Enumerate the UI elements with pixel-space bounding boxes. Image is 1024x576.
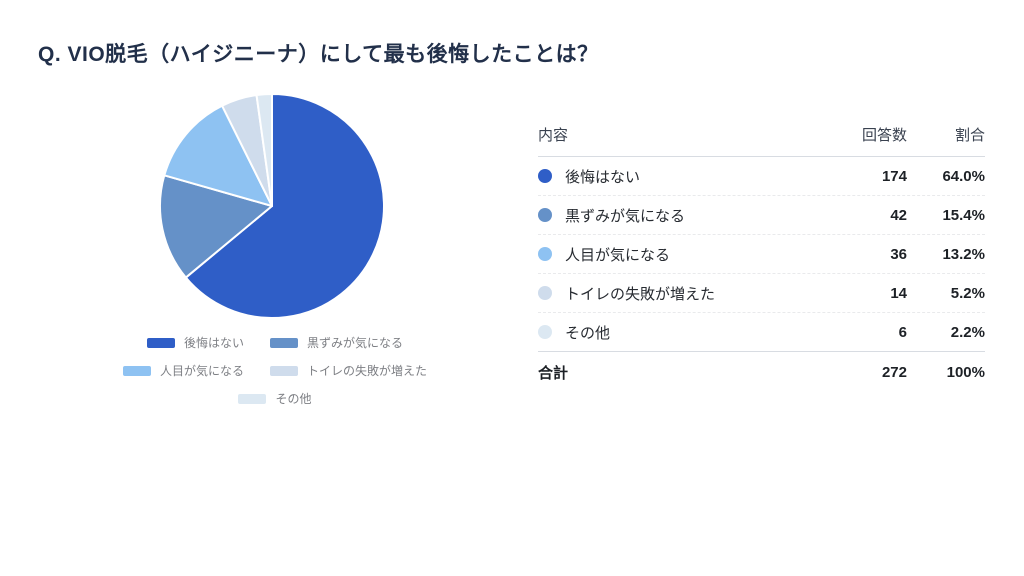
chart-legend: 後悔はない 黒ずみが気になる人目が気になる トイレの失敗が増えたその他 [100,334,450,418]
row-ratio: 13.2% [942,245,985,263]
legend-swatch [270,365,298,376]
legend-swatch [238,393,267,404]
table-total-row: 合計 272 100% [538,352,985,392]
page-title: Q. VIO脱毛（ハイジニーナ）にして最も後悔したことは？ [38,43,599,66]
row-label: 黒ずみが気になる [565,207,686,225]
row-count: 36 [890,245,907,263]
legend-row: 後悔はない 黒ずみが気になる [146,334,403,351]
pie-slice-1 [184,93,385,319]
legend-item: 人目が気になる [122,362,244,379]
row-label: トイレの失敗が増えた [565,285,716,303]
legend-swatch [122,365,151,376]
table-row: その他 6 2.2% [538,313,985,352]
pie-slice-2 [159,174,273,279]
total-label: 合計 [538,364,569,382]
row-ratio: 64.0% [942,167,985,185]
legend-label: その他 [275,392,312,406]
header-count: 回答数 [861,127,907,144]
legend-swatch [270,337,298,348]
legend-row: 人目が気になる トイレの失敗が増えた [122,362,427,379]
legend-label: 後悔はない [183,336,244,350]
category-color-dot [538,247,552,261]
legend-label: トイレの失敗が増えた [307,364,428,378]
header-content: 内容 [538,127,569,144]
legend-item: トイレの失敗が増えた [270,362,427,379]
row-ratio: 15.4% [942,206,985,224]
category-color-dot [538,286,552,300]
row-count: 6 [898,323,907,341]
pie-slice-3 [163,104,273,207]
table-row: 人目が気になる 36 13.2% [538,235,985,274]
row-count: 42 [890,206,907,224]
row-label: 後悔はない [565,168,641,186]
legend-item: 後悔はない [146,334,244,351]
row-count: 174 [881,167,907,185]
legend-item: 黒ずみが気になる [270,334,403,351]
category-color-dot [538,169,552,183]
legend-label: 人目が気になる [159,364,244,378]
total-count: 272 [881,363,907,381]
row-label: その他 [565,324,611,342]
results-table: 内容 回答数 割合 後悔はない 174 64.0% 黒ずみが気になる 42 15… [538,124,985,392]
legend-label: 黒ずみが気になる [307,336,404,350]
row-ratio: 5.2% [950,284,985,302]
pie-chart [159,92,385,319]
category-color-dot [538,208,552,222]
row-ratio: 2.2% [950,323,985,341]
legend-row: その他 [238,390,312,407]
header-ratio: 割合 [954,127,985,144]
legend-item: その他 [238,390,312,407]
table-row: 黒ずみが気になる 42 15.4% [538,196,985,235]
category-color-dot [538,325,552,339]
table-row: トイレの失敗が増えた 14 5.2% [538,274,985,313]
table-header-row: 内容 回答数 割合 [538,124,985,157]
table-row: 後悔はない 174 64.0% [538,157,985,196]
pie-slice-5 [255,92,273,207]
legend-swatch [146,337,175,348]
table-body: 後悔はない 174 64.0% 黒ずみが気になる 42 15.4% 人目が気にな… [538,157,985,352]
total-ratio: 100% [946,363,985,381]
row-label: 人目が気になる [565,246,671,264]
row-count: 14 [890,284,907,302]
